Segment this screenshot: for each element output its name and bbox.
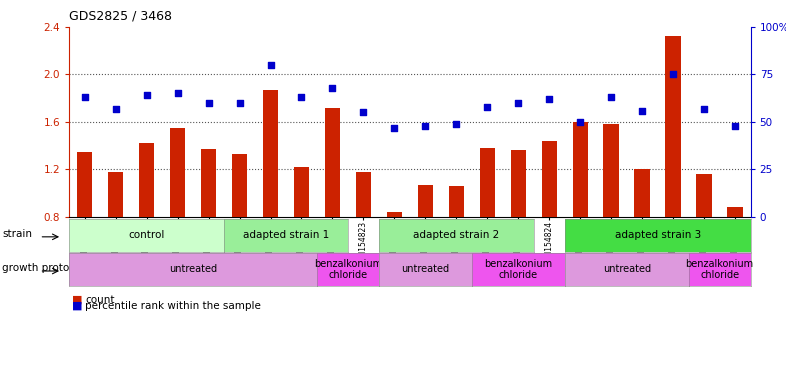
Bar (542, 141, 557, 217)
Point (512, 100, 524, 106)
Point (729, 122, 741, 129)
Point (636, 108, 648, 114)
Point (450, 121, 463, 127)
Point (171, 90, 184, 96)
Text: untreated: untreated (603, 264, 651, 275)
Bar (696, 174, 712, 217)
Bar (77, 152, 93, 217)
Text: adapted strain 2: adapted strain 2 (413, 230, 499, 240)
Bar (604, 124, 619, 217)
Text: untreated: untreated (169, 264, 217, 275)
Bar (572, 122, 588, 217)
Point (326, 84, 339, 91)
Point (419, 122, 432, 129)
Text: benzalkonium
chloride: benzalkonium chloride (484, 258, 553, 280)
Bar (200, 149, 216, 217)
Point (357, 109, 369, 116)
Point (543, 96, 556, 102)
Text: GDS2825 / 3468: GDS2825 / 3468 (69, 10, 172, 23)
Point (79, 94, 91, 100)
Bar (294, 167, 309, 217)
Text: growth protocol: growth protocol (2, 263, 84, 273)
Text: adapted strain 3: adapted strain 3 (615, 230, 701, 240)
Bar (417, 185, 433, 217)
Bar (325, 108, 340, 217)
Bar (479, 148, 495, 217)
Point (233, 100, 246, 106)
Point (667, 71, 679, 78)
Bar (387, 212, 402, 217)
Point (264, 62, 277, 68)
Point (202, 100, 215, 106)
Text: strain: strain (2, 228, 32, 238)
Point (481, 104, 494, 110)
Bar (356, 172, 371, 217)
Text: untreated: untreated (402, 264, 450, 275)
Text: count: count (85, 295, 115, 305)
Point (296, 94, 308, 100)
Bar (727, 207, 743, 217)
Text: percentile rank within the sample: percentile rank within the sample (85, 301, 261, 311)
Text: benzalkonium
chloride: benzalkonium chloride (685, 258, 754, 280)
Bar (263, 90, 278, 217)
Point (574, 119, 586, 125)
Bar (232, 154, 248, 217)
Bar (170, 128, 185, 217)
Point (388, 124, 401, 131)
Text: ■: ■ (72, 295, 83, 305)
Text: control: control (128, 230, 165, 240)
Bar (666, 36, 681, 217)
Bar (108, 172, 123, 217)
Text: ■: ■ (72, 301, 83, 311)
Point (109, 106, 122, 112)
Point (141, 92, 153, 98)
Point (605, 94, 618, 100)
Bar (139, 143, 154, 217)
Text: benzalkonium
chloride: benzalkonium chloride (314, 258, 382, 280)
Bar (634, 169, 650, 217)
Point (698, 106, 711, 112)
Text: adapted strain 1: adapted strain 1 (243, 230, 329, 240)
Bar (449, 186, 464, 217)
Bar (511, 151, 526, 217)
